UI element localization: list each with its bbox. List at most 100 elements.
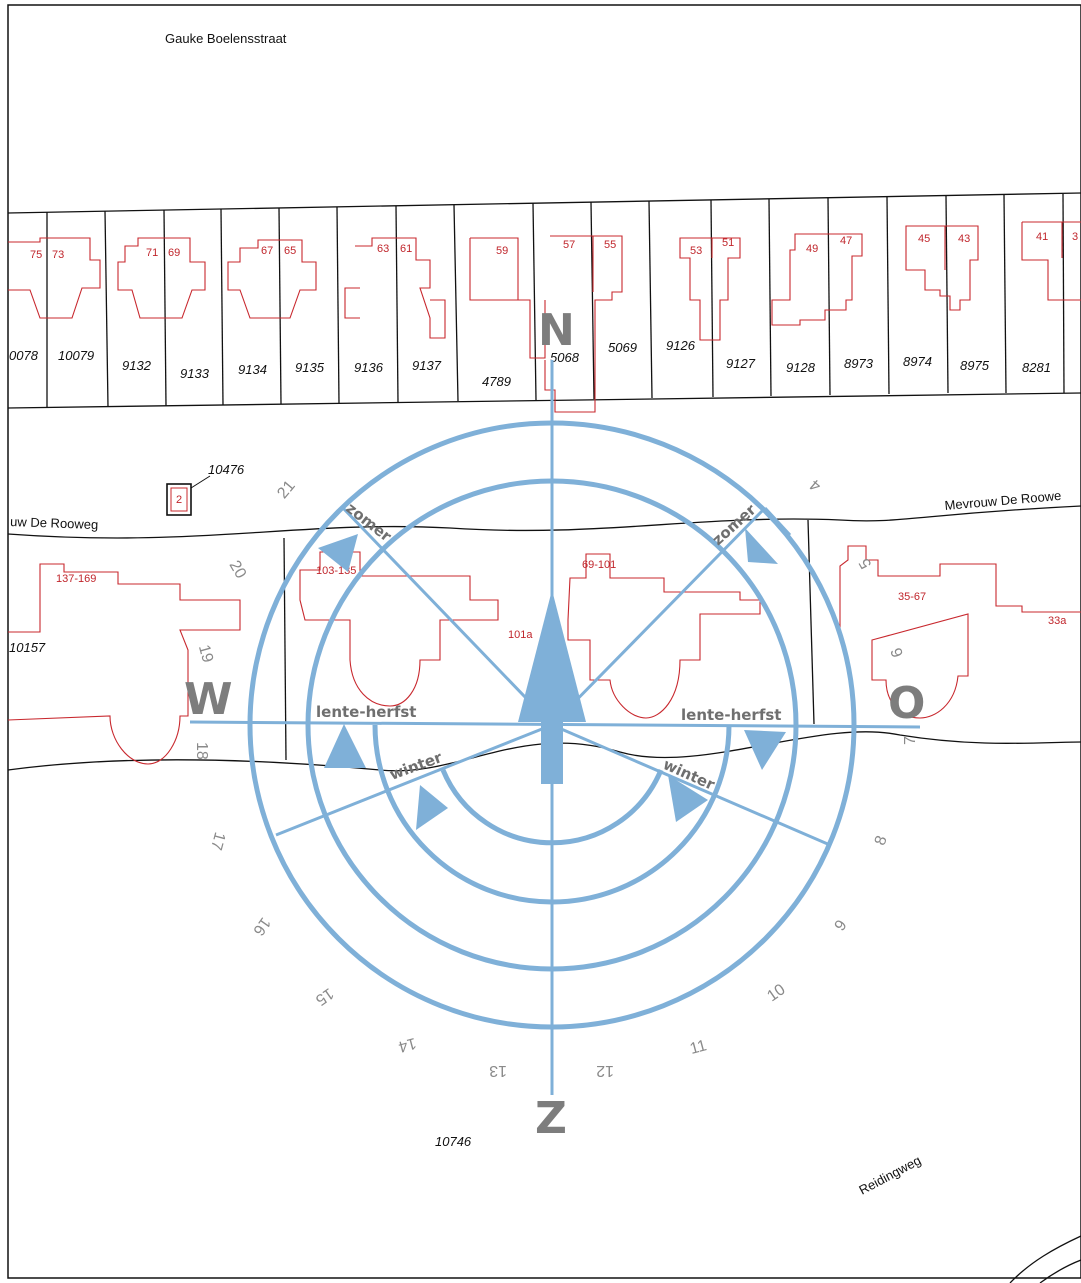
parcel-number-left: 10157 — [9, 640, 46, 655]
parcel-number: 0078 — [9, 348, 39, 363]
hour-label: 19 — [195, 643, 216, 665]
house-number: 63 — [377, 243, 389, 255]
summer-ray-west — [341, 506, 554, 727]
hour-label: 20 — [226, 558, 250, 582]
house-number: 57 — [563, 239, 575, 251]
house-number: 47 — [840, 235, 852, 247]
street-label-rooweg-left: uw De Rooweg — [10, 514, 99, 532]
parcel-number: 5068 — [550, 350, 580, 365]
house-number: 43 — [958, 233, 970, 245]
cadastral-middle-strip — [7, 505, 1081, 772]
house-number: 69 — [168, 247, 180, 259]
street-label-gauke-boelensstraat: Gauke Boelensstraat — [165, 31, 287, 46]
parcel-number: 9133 — [180, 366, 210, 381]
road-curve — [1039, 1259, 1081, 1283]
street-label-reidingweg: Reidingweg — [856, 1153, 923, 1198]
house-number: 51 — [722, 237, 734, 249]
road-curve — [1009, 1235, 1081, 1283]
summer-sunrise-arrow — [318, 534, 358, 572]
cardinal-south: Z — [535, 1093, 567, 1144]
cardinal-north: N — [538, 305, 575, 356]
cardinal-west: W — [184, 674, 233, 725]
parcel-number: 5069 — [608, 340, 637, 355]
parcel-number: 10079 — [58, 348, 94, 363]
house-number: 35-67 — [898, 591, 926, 603]
hour-label: 18 — [193, 742, 210, 760]
winter-ray-west — [275, 723, 553, 837]
hour-label: 21 — [274, 477, 299, 502]
parcel-number-annex: 10476 — [208, 462, 245, 477]
map-frame — [7, 4, 1081, 1279]
season-label-spring-east: lente-herfst — [681, 706, 781, 724]
house-number: 3 — [1072, 231, 1078, 243]
summer-ray-east — [550, 506, 767, 727]
equinox-sunset-arrow — [744, 730, 786, 770]
parcel-number: 8975 — [960, 358, 990, 373]
winter-sunrise-arrow — [416, 785, 448, 830]
parcel-number: 8281 — [1022, 360, 1051, 375]
house-number: 75 — [30, 249, 42, 261]
house-number: 71 — [146, 247, 158, 259]
hour-label: 4 — [807, 476, 825, 495]
house-number: 59 — [496, 245, 508, 257]
house-number: 101a — [508, 629, 533, 641]
house-number: 41 — [1036, 231, 1048, 243]
north-arrow-head — [518, 590, 586, 722]
house-number: 69-101 — [582, 559, 616, 571]
season-label-spring-west: lente-herfst — [316, 703, 416, 721]
cardinal-east: O — [888, 678, 925, 729]
north-arrow-shaft — [541, 722, 563, 784]
hour-label: 11 — [688, 1037, 709, 1058]
hour-label: 12 — [596, 1062, 614, 1079]
parcel-number: 9127 — [726, 356, 756, 371]
equinox-sunrise-arrow — [324, 724, 366, 768]
summer-sunset-arrow — [745, 528, 778, 564]
hour-label: 16 — [249, 914, 273, 938]
house-number: 67 — [261, 245, 273, 257]
hour-label: 7 — [902, 736, 919, 745]
parcel-numbers-top: 0078 10079 9132 9133 9134 9135 9136 9137… — [9, 338, 1051, 389]
house-number: 73 — [52, 249, 64, 261]
house-number: 55 — [604, 239, 616, 251]
house-number: 65 — [284, 245, 296, 257]
parcel-number: 9126 — [666, 338, 696, 353]
house-number: 103-135 — [316, 565, 356, 577]
summer-edge-west — [318, 506, 345, 532]
parcel-number: 8973 — [844, 356, 874, 371]
house-number: 49 — [806, 243, 818, 255]
parcel-number: 9134 — [238, 362, 267, 377]
house-number: 2 — [176, 494, 182, 506]
cadastral-top-strip — [7, 192, 1081, 409]
house-number: 45 — [918, 233, 930, 245]
buildings-middle-row — [7, 545, 1081, 765]
house-number: 33a — [1048, 615, 1067, 627]
parcel-number: 9136 — [354, 360, 384, 375]
hour-label: 17 — [207, 830, 228, 852]
parcel-number: 8974 — [903, 354, 932, 369]
annex-building: 2 10476 — [166, 462, 245, 516]
hour-label: 15 — [312, 984, 336, 1008]
season-label-winter-east: winter — [660, 755, 718, 794]
hour-label: 9 — [832, 917, 851, 934]
parcel-number: 4789 — [482, 374, 511, 389]
house-number: 53 — [690, 245, 702, 257]
summer-edge-east — [763, 506, 792, 537]
hour-label: 6 — [888, 645, 907, 659]
parcel-number: 9128 — [786, 360, 816, 375]
sun-path-diagram — [189, 360, 921, 1095]
hour-label: 10 — [764, 981, 788, 1005]
house-number: 137-169 — [56, 573, 96, 585]
parcel-number-south: 10746 — [435, 1134, 472, 1149]
house-number: 61 — [400, 243, 412, 255]
parcel-number: 9137 — [412, 358, 442, 373]
hour-label: 14 — [396, 1034, 418, 1055]
parcel-number: 9132 — [122, 358, 152, 373]
winter-sunset-arrow — [668, 775, 708, 822]
house-numbers-top: 75 73 71 69 67 65 63 61 59 57 55 53 51 4… — [30, 231, 1078, 261]
hour-label: 8 — [872, 834, 891, 848]
winter-ray-east — [551, 723, 831, 847]
parcel-number: 9135 — [295, 360, 325, 375]
street-label-rooweg-right: Mevrouw De Roowe — [944, 488, 1062, 513]
hour-label: 13 — [489, 1062, 507, 1079]
